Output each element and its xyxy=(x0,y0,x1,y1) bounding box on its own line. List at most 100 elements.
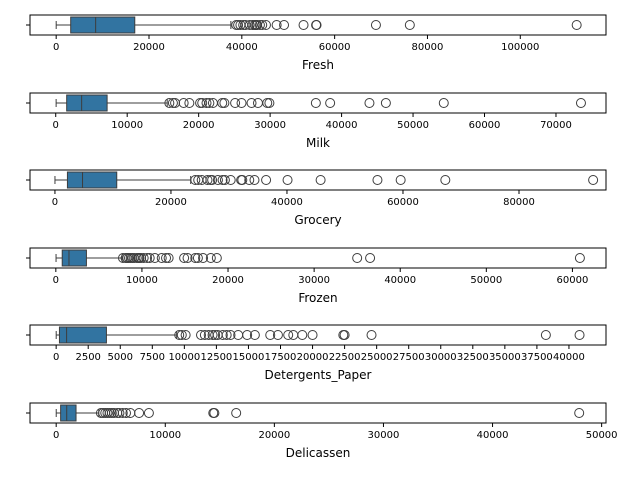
outlier-point xyxy=(190,253,201,263)
x-tick-label: 40000 xyxy=(271,197,303,208)
outlier-point xyxy=(212,175,223,185)
x-tick-label: 10000 xyxy=(149,430,181,441)
outlier-point xyxy=(199,330,210,340)
outlier-point xyxy=(571,20,582,30)
outlier-point xyxy=(364,98,375,108)
outlier-point xyxy=(161,253,172,263)
x-axis-label: Milk xyxy=(306,136,330,150)
x-tick-label: 60000 xyxy=(387,197,419,208)
outlier-point xyxy=(249,330,260,340)
x-tick-label: 0 xyxy=(53,352,59,363)
outlier-point xyxy=(176,330,187,340)
outlier-point xyxy=(231,408,242,418)
outlier-point xyxy=(311,20,322,30)
x-tick-label: 35000 xyxy=(489,352,521,363)
outlier-point xyxy=(102,408,113,418)
outlier-point xyxy=(404,20,415,30)
x-tick-label: 30000 xyxy=(298,275,330,286)
x-tick-label: 40000 xyxy=(477,430,509,441)
outlier-point xyxy=(288,330,299,340)
outlier-point xyxy=(254,20,265,30)
outlier-point xyxy=(143,408,154,418)
boxplot-panel-grocery: 0 20000 40000 60000 80000 Grocery xyxy=(26,169,607,227)
outlier-point xyxy=(179,253,190,263)
box-iqr xyxy=(58,326,107,344)
outlier-point xyxy=(205,253,216,263)
outlier-point xyxy=(395,175,406,185)
outlier-point xyxy=(260,20,271,30)
x-tick-label: 10000 xyxy=(111,120,143,131)
x-tick-label: 0 xyxy=(53,275,59,286)
outlier-point xyxy=(164,98,175,108)
x-tick-label: 20000 xyxy=(183,120,215,131)
outlier-point xyxy=(121,408,131,418)
x-tick-label: 50000 xyxy=(470,275,502,286)
outlier-point xyxy=(236,98,247,108)
x-tick-label: 60000 xyxy=(469,120,501,131)
outlier-point xyxy=(247,20,258,30)
x-tick-label: 60000 xyxy=(557,275,589,286)
outlier-point xyxy=(207,330,218,340)
x-tick-label: 40000 xyxy=(553,352,585,363)
x-axis-label: Grocery xyxy=(294,213,341,227)
outlier-point xyxy=(192,253,203,263)
outlier-point xyxy=(201,98,212,108)
outlier-point xyxy=(204,98,215,108)
x-tick-label: 70000 xyxy=(540,120,572,131)
boxplot-panel-detergents_paper: 0 2500 5000 7500 10000 12500 15000 17500 20000 22… xyxy=(26,324,607,382)
outlier-point xyxy=(244,175,255,185)
x-tick-label: 10000 xyxy=(168,352,200,363)
outlier-point xyxy=(307,330,318,340)
outlier-point xyxy=(170,98,181,108)
outlier-point xyxy=(219,98,230,108)
outlier-point xyxy=(380,98,391,108)
outlier-point xyxy=(142,253,153,263)
outlier-point xyxy=(184,98,195,108)
x-axis-label: Delicassen xyxy=(286,446,351,460)
outlier-point xyxy=(233,20,244,30)
outlier-point xyxy=(197,98,208,108)
outlier-point xyxy=(372,175,383,185)
x-tick-label: 80000 xyxy=(503,197,535,208)
x-tick-label: 100000 xyxy=(501,42,539,53)
x-tick-label: 22500 xyxy=(329,352,361,363)
boxplot-panel-delicassen: 0 10000 20000 30000 40000 50000 Delicassen xyxy=(26,402,618,460)
x-axis-label: Fresh xyxy=(302,58,334,72)
outlier-point xyxy=(325,98,336,108)
outlier-point xyxy=(438,98,449,108)
outlier-point xyxy=(242,330,253,340)
outlier-point xyxy=(210,330,221,340)
x-tick-label: 40000 xyxy=(226,42,258,53)
x-tick-label: 0 xyxy=(53,42,59,53)
outlier-point xyxy=(144,253,155,263)
x-tick-label: 40000 xyxy=(384,275,416,286)
outlier-point xyxy=(207,175,218,185)
outlier-point xyxy=(246,98,257,108)
outlier-point xyxy=(190,175,201,185)
outlier-point xyxy=(440,175,451,185)
x-tick-label: 80000 xyxy=(412,42,444,53)
x-tick-label: 30000 xyxy=(368,430,400,441)
x-axis-label: Frozen xyxy=(298,291,337,305)
box-iqr xyxy=(60,404,77,422)
outlier-point xyxy=(370,20,381,30)
outlier-point xyxy=(182,253,193,263)
x-tick-label: 0 xyxy=(52,197,58,208)
outlier-point xyxy=(219,175,230,185)
x-axis-label: Detergents_Paper xyxy=(265,368,372,382)
outlier-point xyxy=(149,253,160,263)
outlier-point xyxy=(217,175,228,185)
outlier-point xyxy=(209,408,220,418)
x-tick-label: 20000 xyxy=(297,352,329,363)
outlier-point xyxy=(283,330,294,340)
x-tick-label: 0 xyxy=(53,430,59,441)
boxplot-panel-frozen: 0 10000 20000 30000 40000 50000 60000 Frozen xyxy=(26,247,607,305)
boxplot-panel-milk: 0 10000 20000 30000 40000 50000 60000 70000 Milk xyxy=(26,92,607,150)
outlier-point xyxy=(298,20,309,30)
outlier-point xyxy=(217,98,228,108)
outlier-point xyxy=(196,330,207,340)
outlier-point xyxy=(574,330,585,340)
outlier-point xyxy=(575,98,586,108)
x-tick-label: 25000 xyxy=(361,352,393,363)
